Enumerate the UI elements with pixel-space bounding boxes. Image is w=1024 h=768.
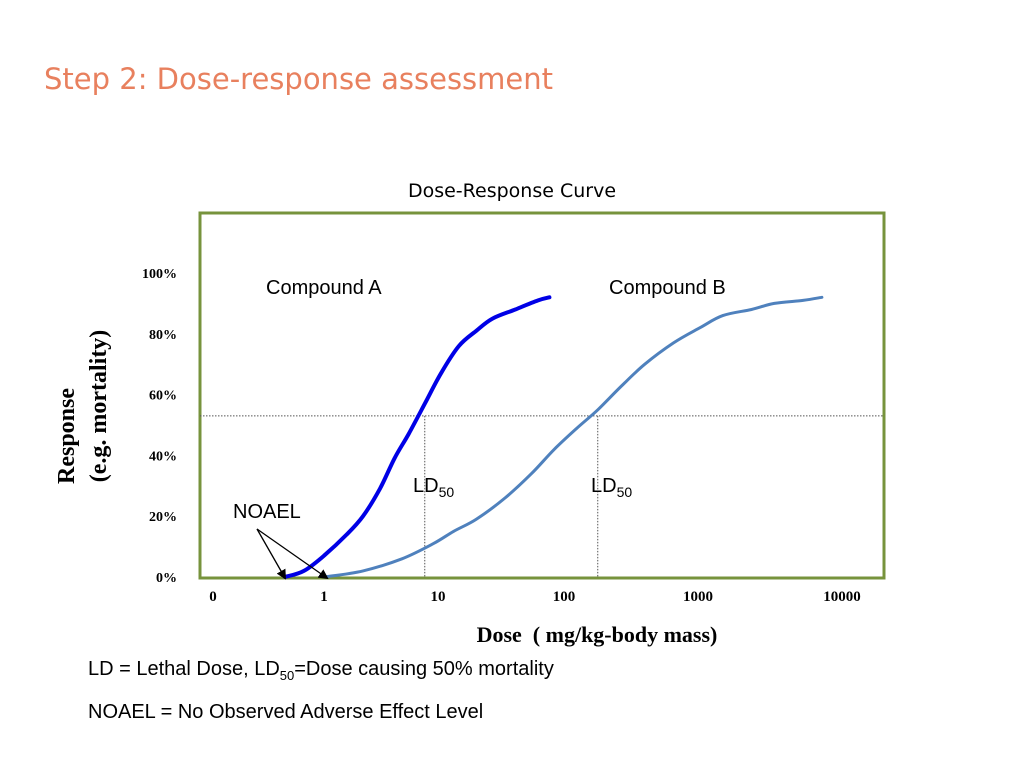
x-tick-label: 1 bbox=[320, 589, 328, 605]
series-label-compound-a: Compound A bbox=[266, 277, 382, 299]
series-line-compound-a bbox=[283, 295, 552, 579]
ld-definition-note: LD = Lethal Dose, LD50=Dose causing 50% … bbox=[88, 658, 554, 683]
plot-area-border bbox=[198, 211, 886, 580]
chart-annotations: Compound A Compound B LD50 LD50 NOAEL bbox=[233, 277, 726, 580]
y-axis-tick-labels: 0% 20% 40% 60% 80% 100% bbox=[142, 267, 177, 586]
series-line-compound-b bbox=[322, 295, 824, 579]
x-tick-label: 100 bbox=[553, 589, 576, 605]
noael-label: NOAEL bbox=[233, 501, 301, 523]
ld50-label-compound-a: LD50 bbox=[413, 475, 454, 500]
y-tick-label: 80% bbox=[149, 328, 177, 343]
dose-response-chart: 0% 20% 40% 60% 80% 100% 0 1 10 100 1000 10000 Comp… bbox=[54, 211, 886, 647]
ld-note-prefix: LD = Lethal Dose, LD bbox=[88, 658, 280, 680]
y-tick-label: 60% bbox=[149, 389, 177, 404]
series-lines bbox=[283, 295, 824, 579]
ld50-reference-lines bbox=[200, 415, 884, 578]
chart-title: Dose-Response Curve bbox=[407, 180, 617, 202]
noael-definition-note: NOAEL = No Observed Adverse Effect Level bbox=[88, 701, 484, 723]
y-tick-label: 100% bbox=[142, 267, 177, 282]
y-tick-label: 0% bbox=[156, 571, 177, 586]
noael-arrow bbox=[256, 528, 329, 580]
y-axis-label-line1: Response bbox=[54, 388, 80, 484]
x-axis-tick-labels: 0 1 10 100 1000 10000 bbox=[209, 589, 861, 605]
x-tick-label: 0 bbox=[209, 589, 217, 605]
axis-labels: Response (e.g. mortality) Dose ( mg/kg-b… bbox=[54, 330, 717, 647]
ld-note-suffix: =Dose causing 50% mortality bbox=[294, 658, 554, 680]
noael-arrow bbox=[256, 528, 287, 580]
x-tick-label: 10000 bbox=[823, 589, 861, 605]
x-axis-label: Dose ( mg/kg-body mass) bbox=[477, 622, 718, 647]
series-label-compound-b: Compound B bbox=[609, 277, 726, 299]
ld50-label-compound-b: LD50 bbox=[591, 475, 632, 500]
slide-title: Step 2: Dose-response assessment bbox=[44, 62, 554, 96]
x-tick-label: 1000 bbox=[683, 589, 713, 605]
y-tick-label: 40% bbox=[149, 449, 177, 464]
ld-note-subscript: 50 bbox=[279, 668, 295, 683]
y-tick-label: 20% bbox=[149, 510, 177, 525]
x-tick-label: 10 bbox=[431, 589, 446, 605]
y-axis-label-line2: (e.g. mortality) bbox=[86, 330, 112, 483]
